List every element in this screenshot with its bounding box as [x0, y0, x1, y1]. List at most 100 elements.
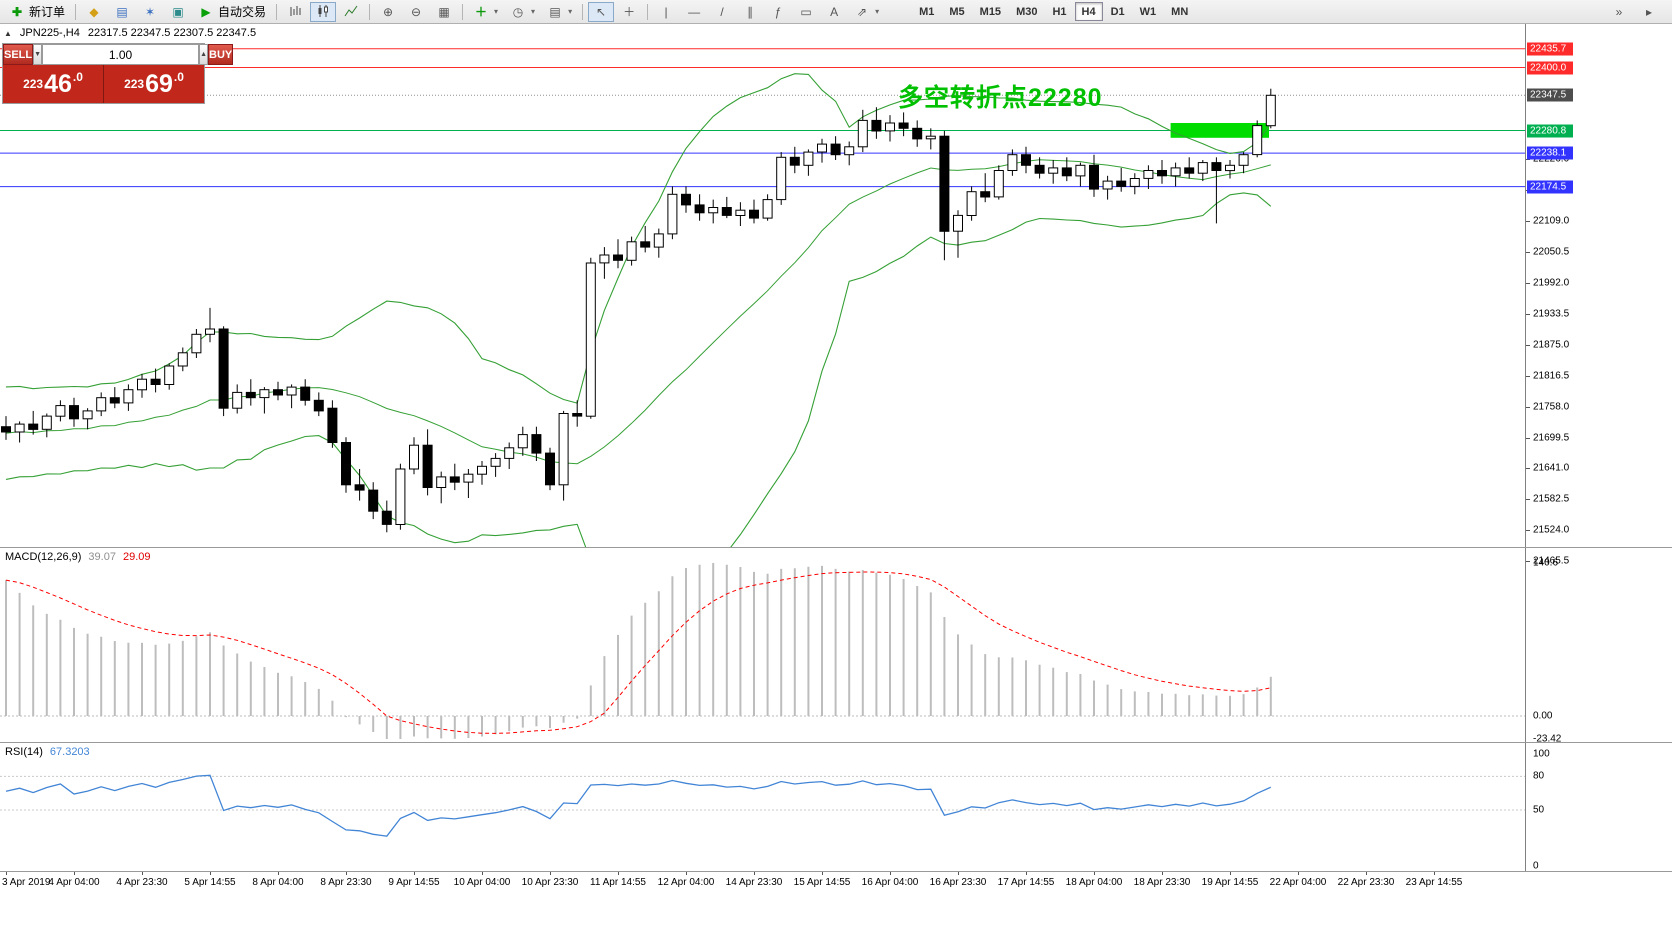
price-tickmark: [1526, 252, 1530, 253]
lot-down-button[interactable]: ▼: [33, 44, 43, 65]
tile-windows-button[interactable]: ▦: [431, 2, 457, 22]
price-line-label: 22280.8: [1527, 124, 1573, 137]
sell-price-suffix: .0: [72, 70, 83, 84]
templates-button[interactable]: ▤ ▾: [542, 2, 577, 22]
sell-price[interactable]: 223 46.0: [3, 65, 104, 103]
one-click-collapse-icon[interactable]: ▲: [4, 28, 12, 38]
pane-divider[interactable]: [0, 547, 1672, 548]
price-line-label: 22435.7: [1527, 42, 1573, 56]
trade-panel-controls: SELL ▼ ▲ BUY: [3, 44, 234, 65]
navigator-button[interactable]: ✶: [137, 2, 163, 22]
trendline-tool-button[interactable]: /: [709, 2, 735, 22]
auto-scroll-button[interactable]: »: [1606, 2, 1632, 22]
price-axis[interactable]: 22226.022167.522109.022050.521992.021933…: [1525, 24, 1672, 871]
fibonacci-tool-button[interactable]: ƒ: [765, 2, 791, 22]
sell-button[interactable]: SELL: [3, 44, 34, 65]
bar-chart-icon: [287, 4, 303, 20]
text-tool-button[interactable]: A: [821, 2, 847, 22]
time-label: 9 Apr 14:55: [388, 877, 440, 888]
time-tickmark: [754, 872, 755, 875]
data-window-icon: ▤: [116, 4, 128, 19]
cursor-tool-button[interactable]: ↖: [588, 1, 615, 22]
buy-price[interactable]: 223 69.0: [104, 65, 204, 103]
periods-clock-icon: ◷: [512, 4, 524, 19]
horizontal-line-tool-button[interactable]: —: [681, 2, 707, 22]
time-label: 10 Apr 23:30: [521, 877, 579, 888]
vertical-line-tool-button[interactable]: |: [653, 2, 679, 22]
rsi-pane[interactable]: [0, 743, 1525, 871]
shapes-tool-button[interactable]: ▭: [793, 2, 819, 22]
candlestick-chart-icon: [315, 4, 331, 20]
time-label: 17 Apr 14:55: [997, 877, 1055, 888]
price-tickmark: [1526, 499, 1530, 500]
time-tickmark: [1026, 872, 1027, 875]
price-tickmark: [1526, 407, 1530, 408]
buy-button[interactable]: BUY: [208, 44, 234, 65]
market-watch-button[interactable]: ◆: [81, 2, 107, 22]
tf-button-M15[interactable]: M15: [973, 2, 1008, 21]
auto-scroll-icon: »: [1615, 4, 1623, 19]
price-tick-label: 21641.0: [1533, 462, 1570, 474]
time-label: 16 Apr 04:00: [861, 877, 919, 888]
data-window-button[interactable]: ▤: [109, 2, 135, 22]
arrows-tool-button[interactable]: ⇗ ▾: [849, 2, 884, 22]
time-tickmark: [1230, 872, 1231, 875]
buy-price-big-digits: 69: [145, 69, 173, 98]
tf-button-D1[interactable]: D1: [1104, 2, 1132, 21]
lot-size-input[interactable]: [42, 44, 200, 65]
templates-icon: ▤: [549, 4, 561, 19]
lot-decrease-icon: ▼: [34, 51, 42, 58]
tf-button-W1[interactable]: W1: [1133, 2, 1164, 21]
timeframe-group: M1 M5 M15 M30 H1 H4 D1 W1 MN: [912, 2, 1195, 21]
line-chart-button[interactable]: [338, 2, 364, 22]
lot-up-button[interactable]: ▲: [199, 44, 208, 65]
candlestick-chart-button[interactable]: [310, 1, 337, 22]
tf-button-M30[interactable]: M30: [1009, 2, 1044, 21]
chevron-down-icon: ▾: [875, 7, 880, 16]
horizontal-line-icon: —: [688, 4, 701, 19]
buy-price-prefix: 223: [124, 77, 145, 91]
time-tickmark: [1366, 872, 1367, 875]
time-tickmark: [550, 872, 551, 875]
time-label: 8 Apr 23:30: [320, 877, 372, 888]
channel-tool-button[interactable]: ∥: [737, 2, 763, 22]
market-watch-icon: ◆: [89, 4, 99, 19]
periods-button[interactable]: ◷ ▾: [505, 2, 540, 22]
chart-shift-button[interactable]: ▸: [1636, 2, 1662, 22]
price-tick-label: 21816.5: [1533, 370, 1570, 382]
macd-pane[interactable]: [0, 548, 1525, 742]
new-order-button[interactable]: ✚ 新订单: [4, 2, 70, 22]
time-label: 3 Apr 2019: [2, 877, 51, 888]
tf-button-H1[interactable]: H1: [1045, 2, 1073, 21]
time-label: 14 Apr 23:30: [725, 877, 783, 888]
price-tick-label: 21524.0: [1533, 524, 1570, 536]
time-label: 8 Apr 04:00: [252, 877, 304, 888]
time-axis[interactable]: 3 Apr 2019 4 Apr 04:00 4 Apr 23:30 5 Apr 14…: [0, 872, 1525, 891]
tf-button-H4[interactable]: H4: [1074, 2, 1103, 21]
price-chart-pane[interactable]: [0, 24, 1525, 547]
pane-divider[interactable]: [0, 742, 1672, 743]
terminal-button[interactable]: ▣: [165, 2, 191, 22]
autotrading-button[interactable]: ▶ 自动交易: [193, 2, 271, 22]
channel-icon: ∥: [747, 4, 754, 19]
indicators-button[interactable]: ＋ ▾: [468, 2, 503, 22]
crosshair-tool-button[interactable]: ＋: [616, 2, 642, 22]
price-line-label: 22400.0: [1527, 61, 1573, 75]
autotrading-icon: ▶: [201, 4, 211, 19]
rsi-line: [5, 774, 1272, 837]
ohlc-values: 22317.5 22347.5 22307.5 22347.5: [87, 27, 257, 39]
toolbar-separator: [647, 3, 649, 20]
zoom-out-button[interactable]: ⊖: [403, 2, 429, 22]
tf-button-MN[interactable]: MN: [1164, 2, 1195, 21]
bar-chart-button[interactable]: [282, 2, 308, 22]
tf-button-M5[interactable]: M5: [942, 2, 971, 21]
time-label: 22 Apr 23:30: [1337, 877, 1395, 888]
tf-button-M1[interactable]: M1: [912, 2, 941, 21]
time-label: 11 Apr 14:55: [590, 877, 646, 888]
price-tickmark: [1526, 530, 1530, 531]
time-label: 19 Apr 14:55: [1201, 877, 1259, 888]
rsi-scale-label: 0: [1533, 860, 1539, 872]
sell-price-prefix: 223: [23, 77, 44, 91]
zoom-in-button[interactable]: ⊕: [375, 2, 401, 22]
